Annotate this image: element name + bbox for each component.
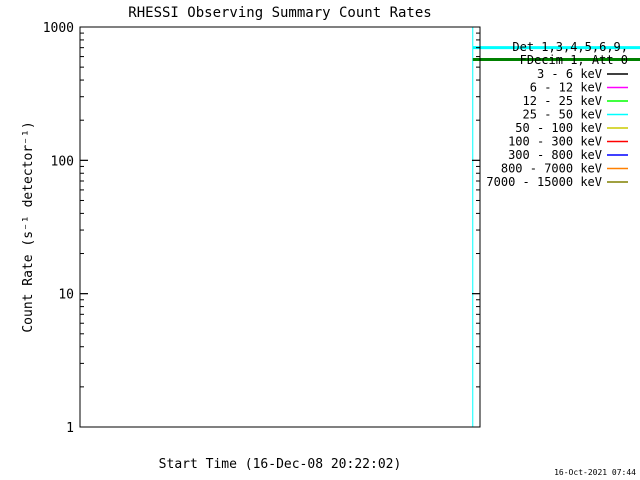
legend-header-1: Det 1,3,4,5,6,9,	[512, 40, 628, 54]
chart-title: RHESSI Observing Summary Count Rates	[128, 5, 431, 21]
legend-label: 25 - 50 keV	[523, 108, 602, 122]
y-axis-label: Count Rate (s⁻¹ detector⁻¹)	[21, 121, 36, 332]
plot-area: NSRD0RD4	[472, 27, 640, 427]
legend-label: 6 - 12 keV	[530, 81, 602, 95]
legend-label: 50 - 100 keV	[515, 121, 602, 135]
footer-timestamp: 16-Oct-2021 07:44	[554, 468, 636, 477]
legend-header-2: FDecim 1, Att 0	[520, 53, 628, 67]
legend-label: 100 - 300 keV	[508, 135, 602, 149]
legend-label: 3 - 6 keV	[537, 67, 602, 81]
y-tick-label: 1	[66, 421, 74, 436]
y-tick-label: 1000	[43, 21, 74, 36]
x-axis-label: Start Time (16-Dec-08 20:22:02)	[159, 457, 402, 472]
y-axis: 1 10 100 1000	[43, 21, 480, 436]
y-tick-label: 100	[51, 154, 74, 169]
plot-frame	[79, 26, 481, 428]
legend-label: 12 - 25 keV	[523, 94, 602, 108]
y-tick-label: 10	[58, 288, 74, 303]
legend-label: 800 - 7000 keV	[501, 162, 602, 176]
legend-label: 300 - 800 keV	[508, 148, 602, 162]
legend-label: 7000 - 15000 keV	[486, 175, 602, 189]
legend: Det 1,3,4,5,6,9, FDecim 1, Att 0 3 - 6 k…	[486, 40, 628, 189]
